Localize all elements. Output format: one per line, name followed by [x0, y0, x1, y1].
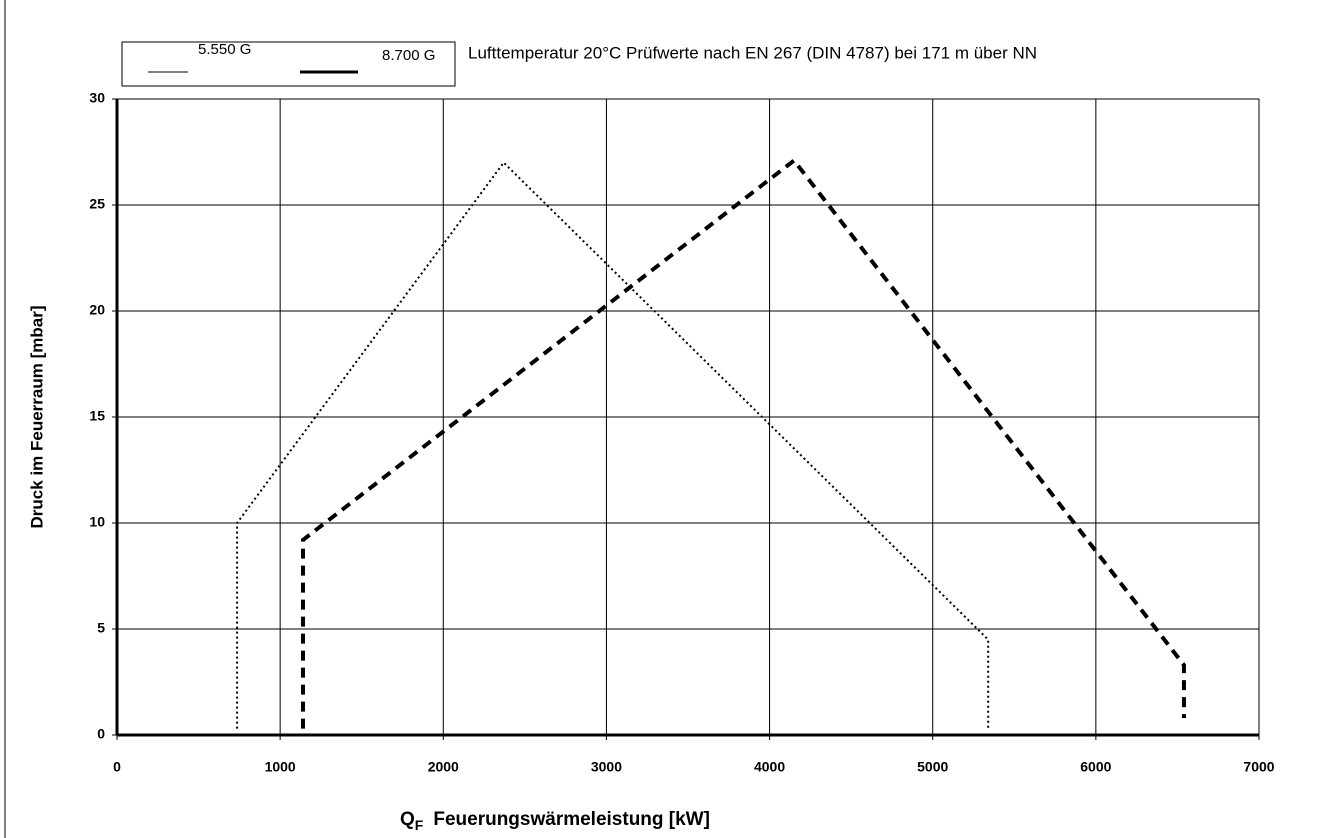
annotation: Lufttemperatur 20°C Prüfwerte nach EN 26… — [468, 43, 1037, 62]
y-tick-label: 0 — [97, 726, 105, 742]
x-axis-subscript: F — [415, 817, 424, 833]
x-axis-symbol: Q — [400, 809, 415, 830]
data-line — [236, 161, 990, 729]
data-line — [300, 157, 1186, 729]
x-tick-label: 7000 — [1243, 759, 1274, 775]
x-tick-label: 0 — [113, 759, 121, 775]
y-tick-label: 10 — [89, 514, 105, 530]
y-tick-label: 15 — [89, 408, 105, 424]
x-tick-label: 1000 — [265, 759, 296, 775]
y-tick-label: 5 — [97, 620, 105, 636]
y-tick-label: 30 — [89, 90, 105, 106]
x-axis-title: QF Feuerungswärmeleistung [kW] — [400, 809, 710, 833]
x-tick-label: 3000 — [591, 759, 622, 775]
x-tick-label: 2000 — [428, 759, 459, 775]
y-axis-title: Druck im Feuerraum [mbar] — [27, 306, 46, 529]
legend-label: 5.550 G — [198, 41, 251, 58]
legend-box — [121, 41, 456, 87]
x-axis-text: Feuerungswärmeleistung [kW] — [433, 809, 710, 830]
y-tick-label: 25 — [89, 196, 105, 212]
x-tick-label: 6000 — [1080, 759, 1111, 775]
y-tick-label: 20 — [89, 302, 105, 318]
legend-label: 8.700 G — [382, 47, 435, 64]
x-tick-label: 5000 — [917, 759, 948, 775]
x-tick-label: 4000 — [754, 759, 785, 775]
